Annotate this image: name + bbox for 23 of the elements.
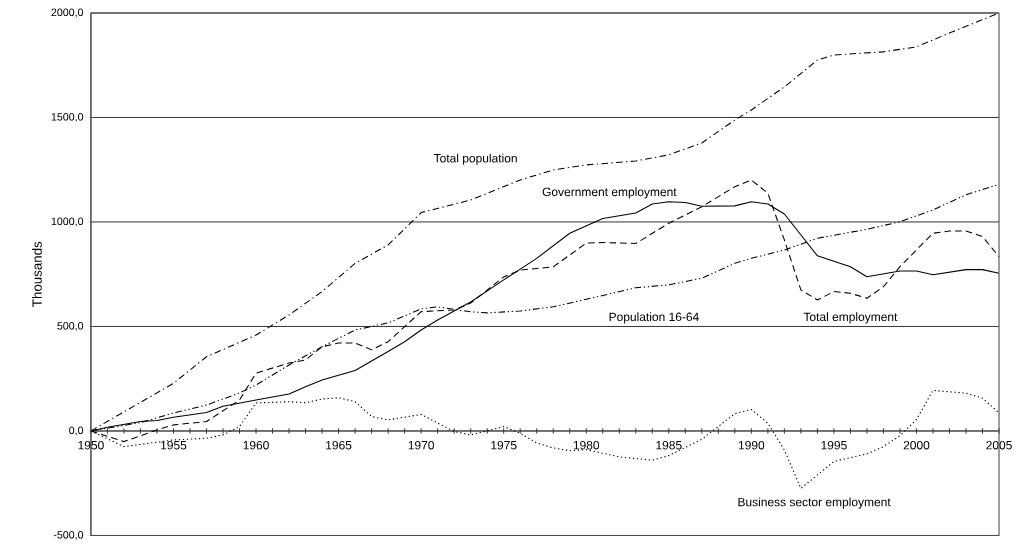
x-tick-label: 1975 (491, 440, 517, 450)
x-tick-label: 1955 (161, 440, 187, 450)
x-tick-label: 1980 (573, 440, 600, 450)
x-tick-label: 1990 (738, 440, 765, 450)
series-label: Population 16-64 (609, 312, 699, 324)
series-label: Business sector employment (738, 497, 891, 509)
x-tick-label: 1970 (408, 440, 434, 450)
y-tick-label: 2000,0 (51, 8, 84, 18)
y-axis-title: Thousands (32, 241, 42, 307)
y-tick-label: 1500,0 (51, 112, 84, 122)
x-tick-label: 1985 (656, 440, 682, 450)
x-tick-label: 1995 (821, 440, 847, 450)
series-label: Government employment (542, 187, 677, 199)
series-label: Total population (433, 153, 517, 165)
x-tick-label: 2005 (986, 440, 1012, 450)
y-tick-label: 0,0 (69, 426, 84, 436)
x-tick-label: 1960 (243, 440, 269, 450)
series-label: Total employment (803, 312, 898, 324)
y-tick-label: -500,0 (53, 530, 84, 540)
x-tick-label: 1965 (326, 440, 352, 450)
y-tick-label: 1000,0 (51, 217, 84, 227)
x-tick-label: 2000 (903, 440, 930, 450)
y-tick-label: 500,0 (57, 321, 84, 331)
